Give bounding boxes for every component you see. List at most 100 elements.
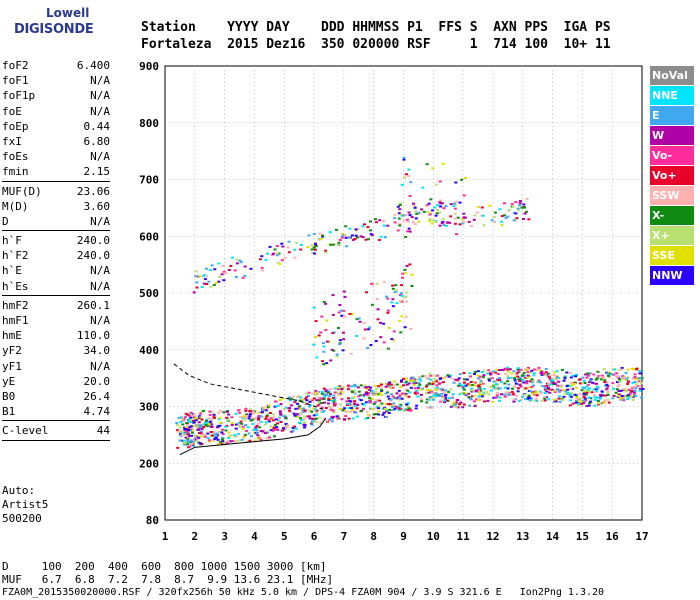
echo-point xyxy=(218,424,222,427)
echo-point xyxy=(267,404,271,407)
echo-point xyxy=(220,273,224,276)
echo-point xyxy=(429,198,433,201)
echo-point xyxy=(518,204,522,207)
echo-point xyxy=(406,389,410,392)
echo-point xyxy=(192,419,196,422)
echo-point xyxy=(586,372,590,375)
echo-point xyxy=(472,400,476,403)
echo-point xyxy=(376,308,380,311)
param-value: N/A xyxy=(90,104,110,118)
echo-point xyxy=(595,382,599,385)
echo-point xyxy=(462,194,466,197)
echo-point xyxy=(487,379,491,382)
param-row: hmF2 260.1 xyxy=(2,298,110,313)
echo-point xyxy=(485,390,489,393)
echo-point xyxy=(263,432,267,435)
echo-point xyxy=(544,371,548,374)
echo-point xyxy=(221,264,225,267)
x-tick-label: 4 xyxy=(251,530,258,543)
echo-point xyxy=(364,391,368,394)
echo-point xyxy=(327,395,331,398)
param-value: N/A xyxy=(90,314,110,327)
echo-point xyxy=(410,273,414,276)
echo-point xyxy=(399,385,403,388)
echo-point xyxy=(606,389,610,392)
echo-point xyxy=(558,395,562,398)
echo-point xyxy=(456,398,460,401)
echo-point xyxy=(468,404,472,407)
echo-point xyxy=(386,347,390,350)
echo-point xyxy=(355,402,359,405)
echo-point xyxy=(552,383,556,386)
echo-point xyxy=(298,405,302,408)
echo-point xyxy=(391,287,395,290)
echo-point xyxy=(489,373,493,376)
echo-point xyxy=(453,212,457,215)
echo-point xyxy=(289,404,293,407)
echo-point xyxy=(317,334,321,337)
echo-point xyxy=(302,407,306,410)
echo-point xyxy=(355,407,359,410)
echo-point xyxy=(234,434,238,437)
echo-point xyxy=(427,397,431,400)
echo-point xyxy=(308,417,312,420)
echo-point xyxy=(337,241,341,244)
echo-point xyxy=(317,396,321,399)
param-value: 110.0 xyxy=(76,329,110,343)
echo-point xyxy=(555,375,559,378)
echo-point xyxy=(276,252,280,255)
echo-point xyxy=(604,384,608,387)
echo-point xyxy=(204,267,208,270)
echo-point xyxy=(389,383,393,386)
echo-point xyxy=(492,380,496,383)
x-tick-label: 11 xyxy=(457,530,471,543)
param-value: 26.4 xyxy=(83,389,111,403)
echo-point xyxy=(518,379,522,382)
echo-point xyxy=(589,378,593,381)
echo-point xyxy=(216,434,220,437)
echo-point xyxy=(417,220,421,223)
echo-point xyxy=(453,222,457,225)
echo-point xyxy=(324,249,328,252)
echo-point xyxy=(353,391,357,394)
echo-point xyxy=(587,404,591,407)
echo-point xyxy=(500,215,504,218)
echo-point xyxy=(617,379,621,382)
echo-point xyxy=(414,407,418,410)
echo-point xyxy=(525,382,529,385)
echo-point xyxy=(455,200,459,203)
echo-point xyxy=(582,379,586,382)
echo-point xyxy=(458,393,462,396)
echo-point xyxy=(225,442,229,445)
echo-point xyxy=(594,378,598,381)
echo-point xyxy=(515,372,519,375)
echo-point xyxy=(453,203,457,206)
echo-point xyxy=(467,220,471,223)
echo-point xyxy=(332,396,336,399)
echo-point xyxy=(186,433,190,436)
echo-point xyxy=(562,395,566,398)
echo-point xyxy=(434,214,438,217)
echo-point xyxy=(390,301,394,304)
echo-point xyxy=(304,392,308,395)
echo-point xyxy=(406,402,410,405)
echo-point xyxy=(529,397,533,400)
echo-point xyxy=(363,384,367,387)
echo-point xyxy=(273,423,277,426)
echo-point xyxy=(428,213,432,216)
echo-point xyxy=(283,256,287,259)
echo-point xyxy=(404,380,408,383)
echo-point xyxy=(597,375,601,378)
echo-point xyxy=(557,390,561,393)
echo-point xyxy=(326,388,330,391)
echo-point xyxy=(439,199,443,202)
echo-point xyxy=(374,221,378,224)
echo-point xyxy=(309,398,313,401)
echo-point xyxy=(183,426,187,429)
x-tick-label: 7 xyxy=(341,530,348,543)
echo-point xyxy=(237,432,241,435)
param-name: h`Es xyxy=(2,279,29,293)
echo-point xyxy=(543,387,547,390)
echo-point xyxy=(371,392,375,395)
echo-point xyxy=(297,414,301,417)
